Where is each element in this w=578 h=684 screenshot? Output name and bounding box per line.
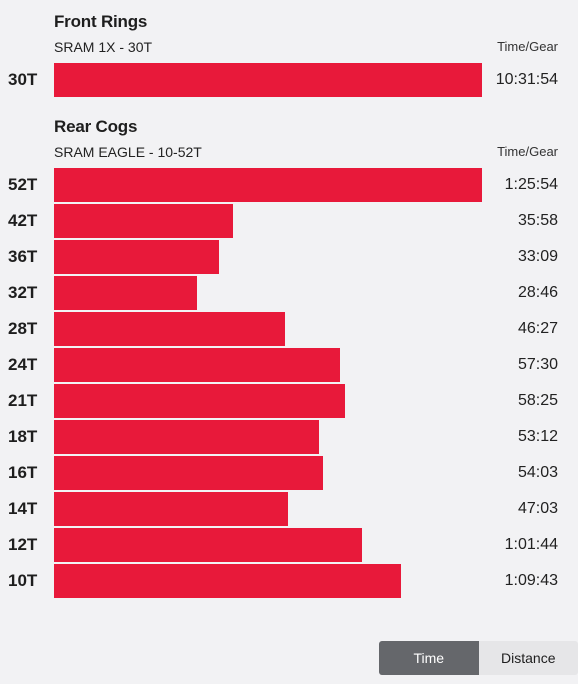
bar-row: 30T 10:31:54 <box>0 62 578 98</box>
bar-row: 32T 28:46 <box>0 275 578 311</box>
rear-cogs-subtitle: SRAM EAGLE - 10-52T <box>54 144 202 160</box>
gear-label: 16T <box>8 463 38 482</box>
gear-bar[interactable] <box>54 564 402 598</box>
gear-time-value: 1:09:43 <box>504 572 558 589</box>
gear-bar[interactable] <box>54 276 198 310</box>
bar-row: 52T 1:25:54 <box>0 167 578 203</box>
gear-bar[interactable] <box>54 63 482 97</box>
bar-row: 14T 47:03 <box>0 491 578 527</box>
gear-bar[interactable] <box>54 348 341 382</box>
gear-bar[interactable] <box>54 168 482 202</box>
bar-row: 21T 58:25 <box>0 383 578 419</box>
gear-time-value: 28:46 <box>517 284 558 301</box>
rear-cogs-value-header: Time/Gear <box>497 144 558 159</box>
gear-time-value: 57:30 <box>517 356 558 373</box>
gear-label: 36T <box>8 247 38 266</box>
gear-time-value: 35:58 <box>517 212 558 229</box>
gear-label: 18T <box>8 427 38 446</box>
metric-toggle: Time Distance <box>379 641 578 675</box>
gear-bar[interactable] <box>54 492 289 526</box>
gear-bar[interactable] <box>54 528 362 562</box>
gear-bar[interactable] <box>54 456 324 490</box>
front-rings-value-header: Time/Gear <box>497 39 558 54</box>
front-rings-subtitle: SRAM 1X - 30T <box>54 39 153 55</box>
gear-label: 52T <box>8 175 38 194</box>
bar-row: 12T 1:01:44 <box>0 527 578 563</box>
gear-label: 28T <box>8 319 38 338</box>
gear-bar[interactable] <box>54 384 346 418</box>
gear-label: 30T <box>8 70 38 89</box>
gear-label: 12T <box>8 535 38 554</box>
bar-row: 24T 57:30 <box>0 347 578 383</box>
distance-toggle-button[interactable]: Distance <box>478 641 578 675</box>
bar-row: 16T 54:03 <box>0 455 578 491</box>
gear-label: 14T <box>8 499 38 518</box>
gear-time-value: 53:12 <box>517 428 558 445</box>
gear-label: 32T <box>8 283 38 302</box>
bar-row: 18T 53:12 <box>0 419 578 455</box>
gear-bar[interactable] <box>54 240 220 274</box>
gear-time-value: 54:03 <box>517 464 558 481</box>
gear-time-value: 10:31:54 <box>495 71 558 88</box>
gear-time-value: 1:01:44 <box>504 536 558 553</box>
gear-time-value: 58:25 <box>517 392 558 409</box>
gear-bar[interactable] <box>54 420 320 454</box>
front-rings-title: Front Rings <box>54 12 148 31</box>
gear-bar[interactable] <box>54 204 234 238</box>
gear-label: 10T <box>8 571 38 590</box>
gear-time-value: 33:09 <box>517 248 558 265</box>
gear-time-value: 46:27 <box>517 320 558 337</box>
bar-row: 28T 46:27 <box>0 311 578 347</box>
gear-label: 21T <box>8 391 38 410</box>
gear-label: 42T <box>8 211 38 230</box>
bar-row: 10T 1:09:43 <box>0 563 578 599</box>
gear-time-value: 47:03 <box>517 500 558 517</box>
rear-cogs-title: Rear Cogs <box>54 117 138 136</box>
bar-row: 42T 35:58 <box>0 203 578 239</box>
gear-label: 24T <box>8 355 38 374</box>
time-toggle-button[interactable]: Time <box>379 641 479 675</box>
gear-time-value: 1:25:54 <box>504 176 558 193</box>
bar-row: 36T 33:09 <box>0 239 578 275</box>
gear-bar[interactable] <box>54 312 286 346</box>
